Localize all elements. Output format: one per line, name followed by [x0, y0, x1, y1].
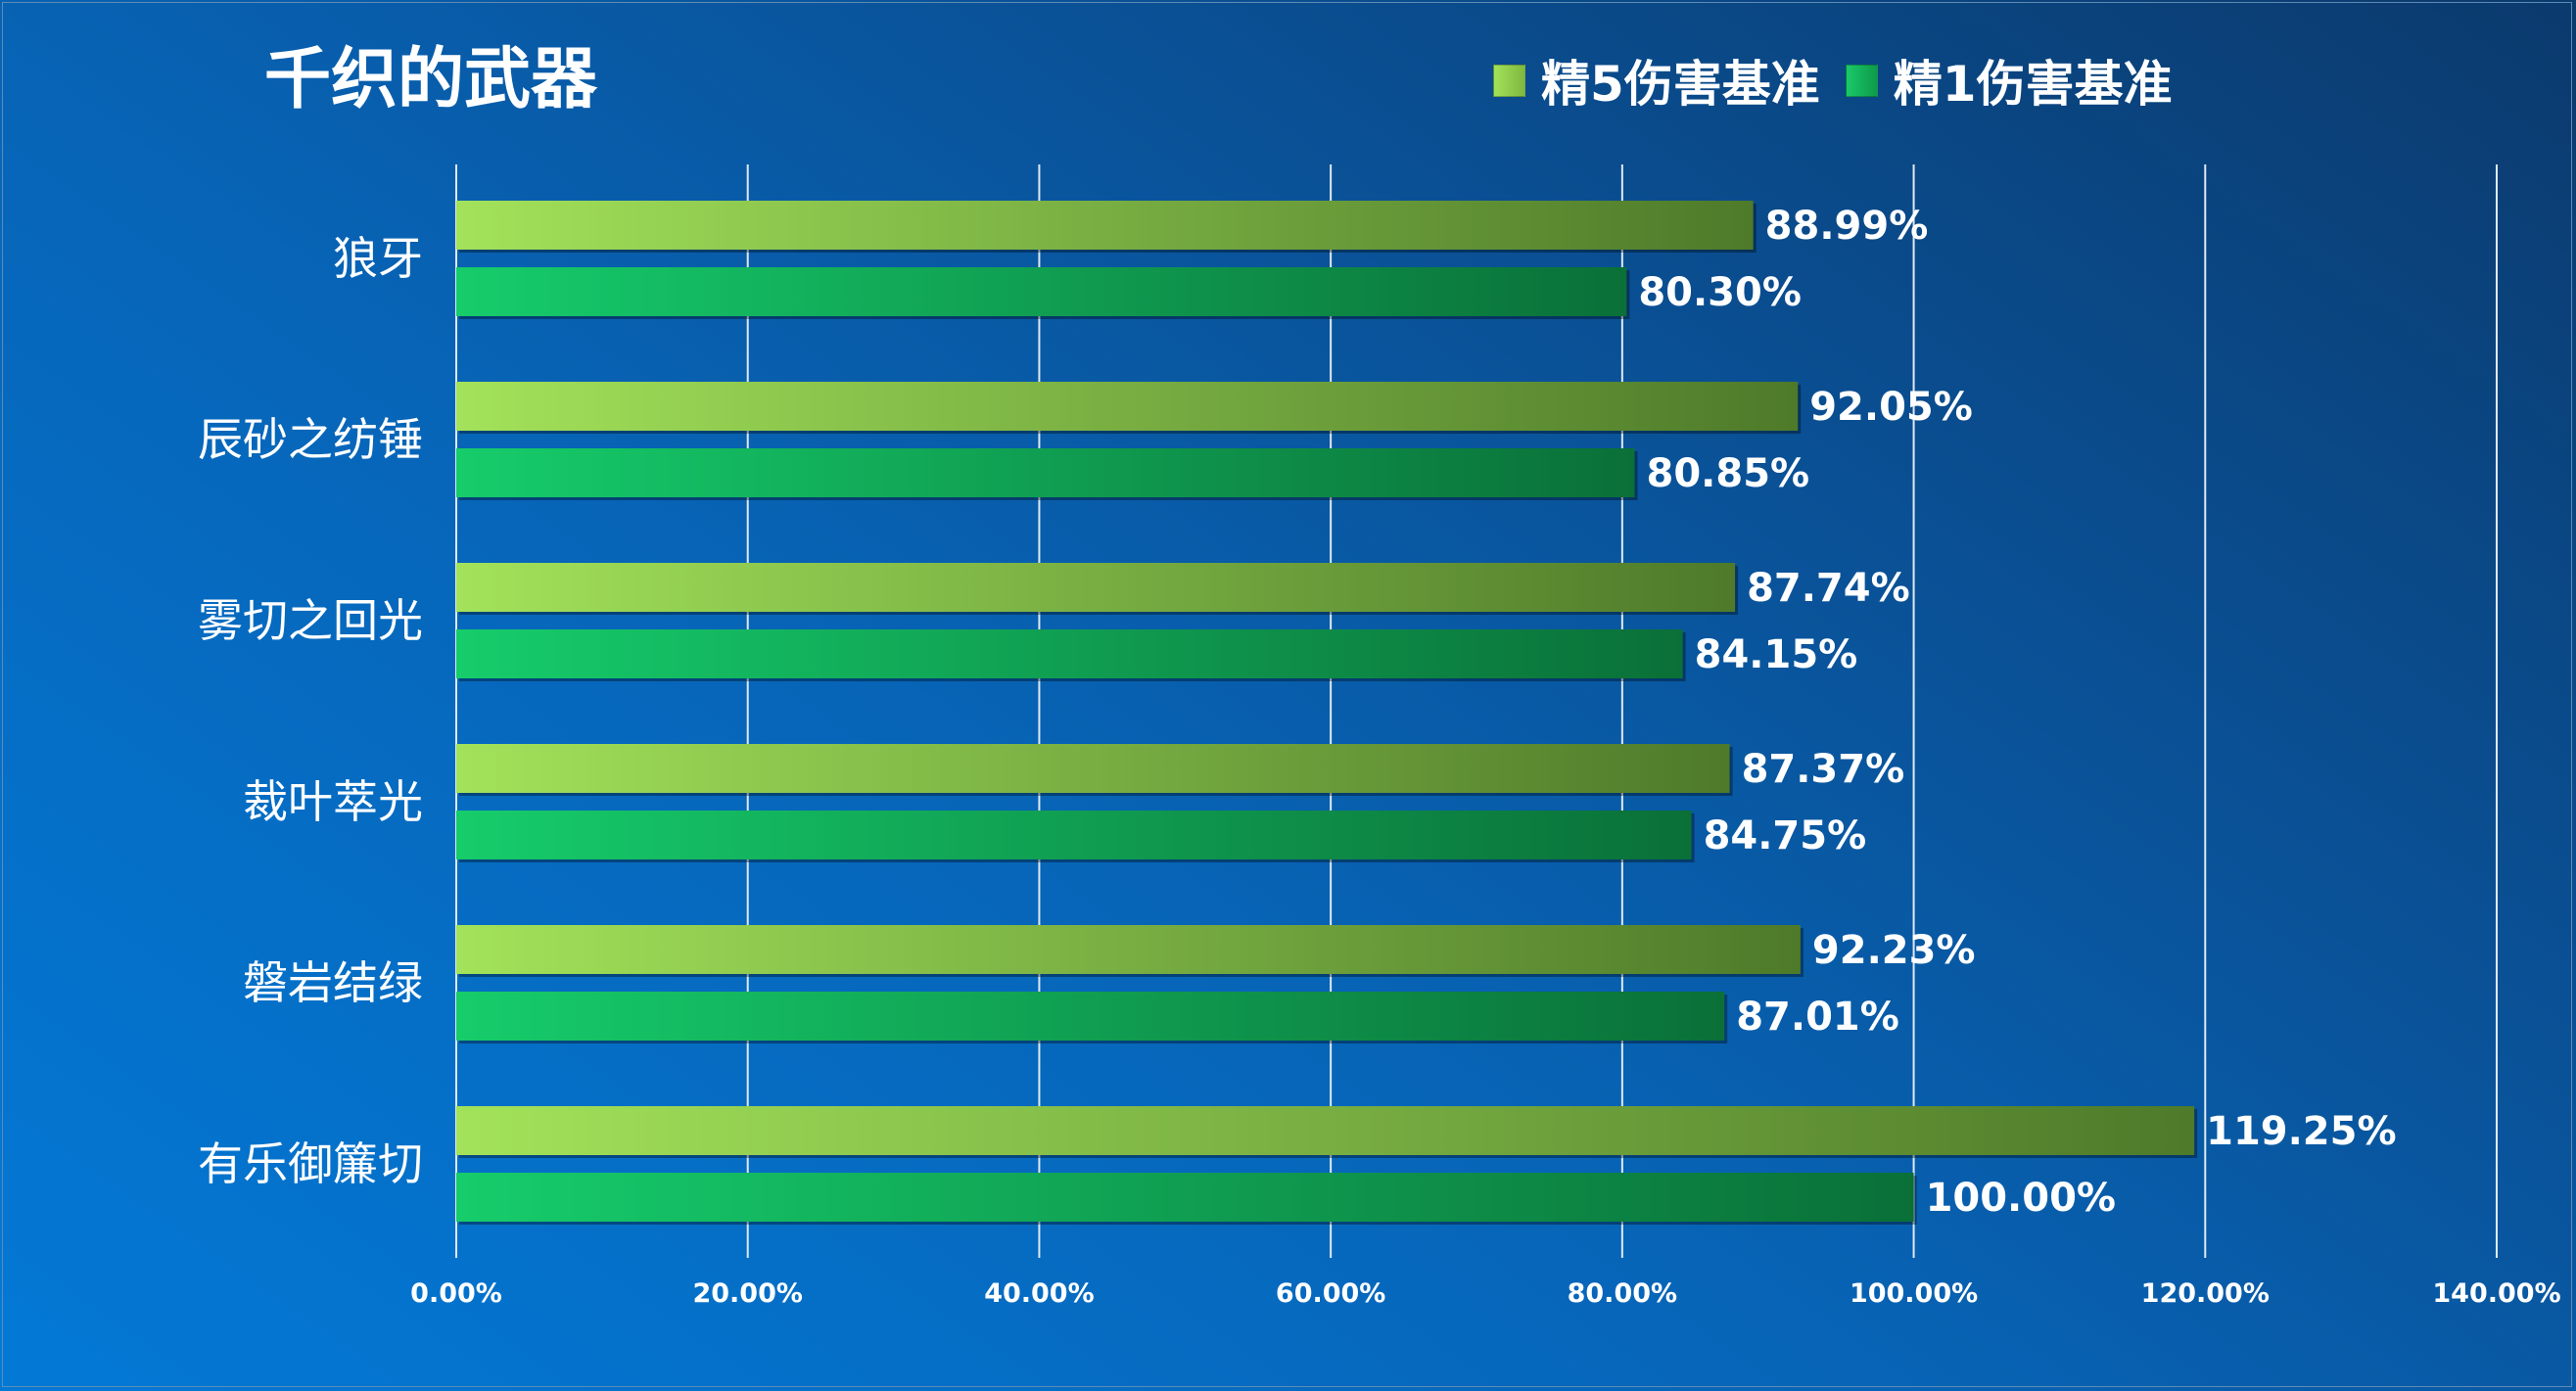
x-tick-label: 20.00% — [692, 1278, 802, 1309]
data-label: 87.01% — [1736, 995, 1899, 1040]
data-label: 84.75% — [1704, 813, 1867, 858]
category-label: 雾切之回光 — [198, 594, 423, 647]
x-tick-label: 80.00% — [1568, 1278, 1677, 1309]
data-label: 84.15% — [1695, 632, 1858, 677]
data-label: 92.05% — [1809, 385, 1973, 430]
category-label: 磐岩结绿 — [243, 956, 423, 1009]
legend: 精5伤害基准 精1伤害基准 — [1493, 49, 2198, 113]
bar-series-1 — [456, 382, 1799, 431]
bar-series-1 — [456, 1106, 2195, 1155]
labels: 0.00% 20.00% 40.00% 60.00% 80.00% 100.00% 120.… — [198, 204, 2561, 1309]
data-label: 100.00% — [1926, 1176, 2116, 1221]
category-label: 狼牙 — [333, 232, 423, 285]
legend-swatch-series-2 — [1845, 64, 1878, 97]
legend-label-series-2: 精1伤害基准 — [1893, 56, 2173, 113]
data-label: 80.30% — [1638, 270, 1802, 315]
x-tick-label: 120.00% — [2141, 1278, 2270, 1309]
x-tick-label: 40.00% — [984, 1278, 1094, 1309]
x-tick-label: 140.00% — [2432, 1278, 2560, 1309]
category-label: 有乐御簾切 — [198, 1137, 423, 1190]
bars — [456, 201, 2198, 1225]
data-label: 92.23% — [1812, 928, 1976, 973]
bar-series-1 — [456, 201, 1754, 250]
data-label: 87.37% — [1742, 747, 1905, 792]
category-label: 裁叶萃光 — [243, 775, 423, 828]
legend-item-series-1: 精5伤害基准 — [1493, 45, 1820, 116]
x-tick-label: 0.00% — [410, 1278, 502, 1309]
bar-series-2 — [456, 811, 1692, 859]
bar-series-2 — [456, 992, 1725, 1041]
bar-series-2 — [456, 448, 1635, 497]
data-label: 88.99% — [1765, 204, 1929, 249]
legend-label-series-1: 精5伤害基准 — [1541, 56, 1820, 113]
x-tick-label: 60.00% — [1276, 1278, 1385, 1309]
gridlines — [455, 164, 2498, 1258]
bar-series-2 — [456, 629, 1683, 678]
bar-series-2 — [456, 267, 1627, 316]
data-label: 119.25% — [2206, 1109, 2396, 1154]
x-tick-label: 100.00% — [1850, 1278, 1978, 1309]
bar-series-1 — [456, 744, 1730, 793]
legend-item-series-2: 精1伤害基准 — [1845, 45, 2173, 116]
category-label: 辰砂之纺锤 — [198, 413, 423, 466]
chart-title: 千织的武器 — [264, 41, 598, 118]
bar-series-1 — [456, 925, 1801, 974]
bar-series-1 — [456, 563, 1736, 612]
legend-swatch-series-1 — [1493, 64, 1525, 97]
bar-series-2 — [456, 1173, 1914, 1222]
data-label: 80.85% — [1647, 451, 1810, 496]
data-label: 87.74% — [1747, 566, 1910, 611]
